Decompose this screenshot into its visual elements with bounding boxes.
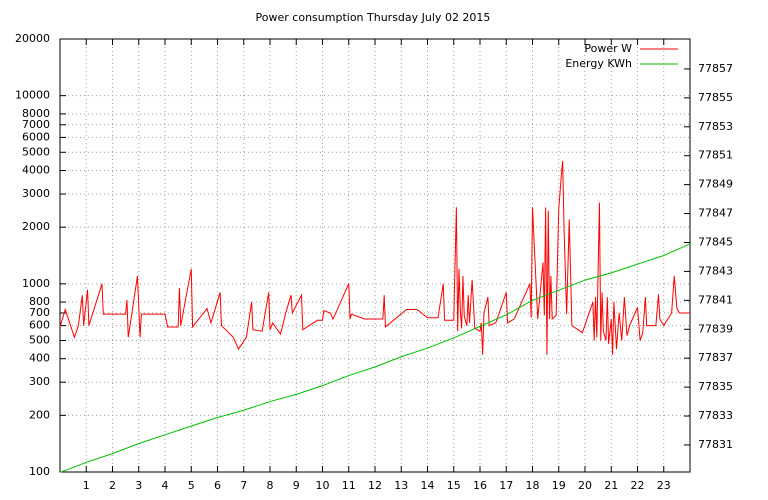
x-tick-label: 11 (342, 479, 356, 492)
y-tick-label: 500 (29, 333, 50, 346)
x-tick-label: 22 (631, 479, 645, 492)
y-tick-label: 300 (29, 375, 50, 388)
x-tick-label: 1 (83, 479, 90, 492)
y-tick-label: 20000 (15, 32, 50, 45)
y-tick-label: 7000 (22, 118, 50, 131)
x-tick-label: 17 (499, 479, 513, 492)
y-tick-label: 200 (29, 408, 50, 421)
y2-tick-label: 77835 (698, 380, 733, 393)
x-tick-label: 16 (473, 479, 487, 492)
y2-tick-label: 77841 (698, 293, 733, 306)
x-tick-label: 13 (394, 479, 408, 492)
x-tick-label: 6 (214, 479, 221, 492)
y2-tick-label: 77833 (698, 409, 733, 422)
y-tick-label: 8000 (22, 107, 50, 120)
y2-tick-label: 77845 (698, 235, 733, 248)
y2-tick-label: 77851 (698, 149, 733, 162)
plot-border (59, 38, 691, 473)
x-tick-label: 15 (447, 479, 461, 492)
x-tick-label: 3 (135, 479, 142, 492)
y2-tick-label: 77853 (698, 120, 733, 133)
series-line (59, 243, 691, 473)
legend-label: Power W (584, 42, 632, 55)
y2-tick-label: 77843 (698, 264, 733, 277)
x-tick-label: 19 (552, 479, 566, 492)
x-tick-label: 20 (578, 479, 592, 492)
x-tick-label: 4 (162, 479, 169, 492)
y-tick-label: 1000 (22, 277, 50, 290)
series-line (59, 160, 690, 355)
chart-title: Power consumption Thursday July 02 2015 (256, 11, 491, 24)
x-tick-label: 2 (109, 479, 116, 492)
y-tick-label: 700 (29, 306, 50, 319)
x-tick-label: 5 (188, 479, 195, 492)
y2-tick-label: 77837 (698, 351, 733, 364)
x-tick-label: 7 (240, 479, 247, 492)
y-tick-label: 100 (29, 465, 50, 478)
y-tick-label: 3000 (22, 187, 50, 200)
y2-tick-label: 77847 (698, 207, 733, 220)
y-tick-label: 600 (29, 319, 50, 332)
x-tick-label: 21 (604, 479, 618, 492)
legend-label: Energy KWh (565, 57, 632, 70)
y2-tick-label: 77849 (698, 178, 733, 191)
y-tick-label: 10000 (15, 89, 50, 102)
y2-tick-label: 77855 (698, 91, 733, 104)
y-tick-label: 800 (29, 295, 50, 308)
y-tick-label: 400 (29, 352, 50, 365)
x-tick-label: 18 (526, 479, 540, 492)
y2-tick-label: 77857 (698, 62, 733, 75)
x-tick-label: 14 (421, 479, 435, 492)
y2-tick-label: 77839 (698, 322, 733, 335)
x-tick-label: 23 (657, 479, 671, 492)
y2-tick-label: 77831 (698, 438, 733, 451)
y-tick-label: 4000 (22, 164, 50, 177)
x-tick-label: 10 (316, 479, 330, 492)
x-tick-label: 8 (267, 479, 274, 492)
y-tick-label: 6000 (22, 130, 50, 143)
y-tick-label: 5000 (22, 145, 50, 158)
x-tick-label: 9 (293, 479, 300, 492)
y-tick-label: 2000 (22, 220, 50, 233)
x-tick-label: 12 (368, 479, 382, 492)
